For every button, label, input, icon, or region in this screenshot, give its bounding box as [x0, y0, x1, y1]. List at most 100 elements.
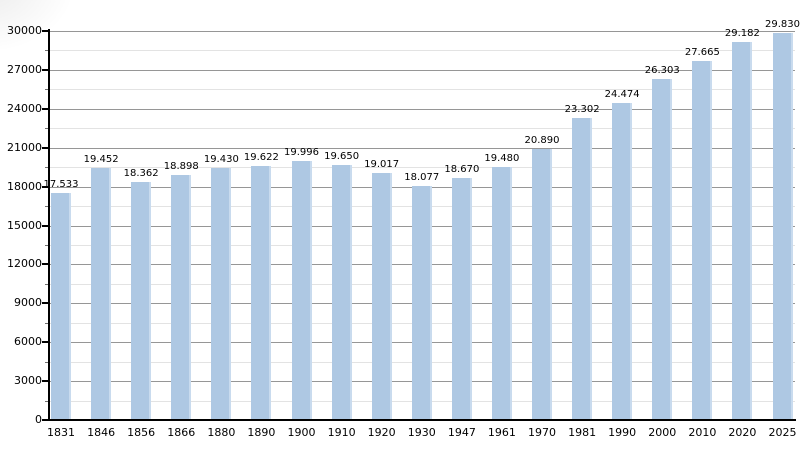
bar-value-label: 19.017 — [364, 159, 400, 171]
x-axis-label: 1856 — [127, 426, 156, 439]
gridline-minor — [50, 128, 795, 130]
x-axis-label: 1930 — [407, 426, 436, 439]
bar-value-label: 18.077 — [404, 171, 440, 183]
bar-value-label: 19.650 — [324, 151, 360, 163]
bar-value-label: 23.302 — [564, 103, 600, 115]
x-axis-label: 2010 — [688, 426, 717, 439]
y-axis-label: 9000 — [14, 296, 42, 310]
gridline-major — [50, 31, 795, 32]
bar-value-label: 19.480 — [484, 153, 520, 165]
bar-value-label: 18.670 — [444, 163, 480, 175]
y-tick-minor — [45, 244, 49, 246]
gridline-major — [50, 69, 795, 71]
y-axis-label: 12000 — [7, 257, 42, 271]
bar-value-label: 20.890 — [524, 135, 560, 147]
x-axis-label: 1981 — [568, 426, 597, 439]
y-tick-major — [42, 224, 49, 227]
bar-value-label: 27.665 — [684, 47, 720, 59]
bar-value-label: 29.182 — [724, 27, 760, 39]
y-axis-label: 21000 — [7, 140, 42, 154]
bar — [171, 174, 192, 420]
y-tick-major — [42, 146, 49, 149]
y-axis-label: 15000 — [7, 218, 42, 232]
bar — [51, 192, 71, 420]
x-axis-label: 1890 — [247, 426, 276, 439]
bar — [371, 173, 392, 420]
x-axis-label: 2025 — [768, 426, 797, 439]
x-axis-label: 1866 — [167, 426, 196, 439]
bar — [491, 167, 512, 420]
x-axis-label: 1880 — [207, 426, 236, 439]
bar-value-label: 24.474 — [604, 88, 640, 100]
y-tick-major — [42, 185, 49, 188]
y-tick-major — [42, 107, 49, 110]
y-tick-minor — [45, 283, 49, 285]
x-axis-label: 1920 — [367, 426, 396, 439]
y-axis-label: 18000 — [7, 179, 42, 193]
bar — [732, 41, 753, 420]
y-axis-label: 27000 — [7, 62, 42, 76]
bar-value-label: 26.303 — [644, 64, 680, 76]
x-axis-label: 1947 — [447, 426, 476, 439]
x-axis-label: 1961 — [487, 426, 516, 439]
gridline-minor — [50, 89, 795, 91]
y-tick-minor — [45, 361, 49, 363]
x-axis-line — [48, 419, 796, 421]
y-tick-major — [42, 302, 49, 305]
bar — [532, 149, 552, 420]
bar — [572, 117, 593, 420]
bar — [652, 78, 673, 420]
bar-value-label: 18.362 — [123, 167, 159, 179]
y-axis-label: 30000 — [7, 24, 42, 37]
y-tick-major — [42, 380, 49, 383]
bar — [291, 160, 312, 420]
x-axis-label: 2020 — [728, 426, 757, 439]
bar — [331, 165, 352, 420]
x-axis-label: 1831 — [47, 426, 75, 439]
y-axis-label: 3000 — [14, 374, 42, 388]
y-axis-label: 24000 — [7, 101, 42, 115]
y-tick-major — [42, 341, 49, 344]
y-tick-minor — [45, 50, 49, 52]
y-axis-label: 0 — [35, 413, 42, 426]
y-tick-major — [42, 30, 49, 32]
bar — [451, 177, 472, 420]
y-tick-major — [42, 68, 49, 71]
gridline-minor — [50, 167, 795, 169]
bar — [411, 185, 432, 420]
y-tick-minor — [45, 128, 49, 130]
x-axis-label: 1970 — [528, 426, 556, 439]
plot-area: 0 3000 6000 9000 12000 15000 18000 21000 24000 27… — [7, 19, 800, 438]
bar-value-label: 19.622 — [243, 151, 279, 163]
gridline-major — [50, 147, 795, 149]
y-tick-minor — [45, 89, 49, 91]
bar — [131, 181, 152, 420]
y-tick-major — [42, 419, 49, 421]
bar — [692, 61, 713, 420]
gridline-minor — [50, 50, 795, 52]
bar — [211, 168, 232, 420]
x-axis-label: 1910 — [327, 426, 356, 439]
gridline-major — [50, 108, 795, 110]
bar — [772, 33, 793, 420]
x-axis-label: 2000 — [648, 426, 677, 439]
bar-value-label: 19.430 — [203, 154, 239, 166]
bar-value-label: 19.996 — [284, 146, 319, 158]
x-axis-label: 1846 — [87, 426, 116, 439]
y-tick-major — [42, 263, 49, 266]
bar — [91, 167, 112, 420]
bar-value-label: 17.533 — [43, 178, 79, 190]
y-axis-label: 6000 — [14, 335, 42, 349]
y-tick-minor — [45, 400, 49, 402]
y-axis-line — [48, 29, 50, 421]
y-tick-minor — [45, 206, 49, 208]
bar-value-label: 29.830 — [765, 19, 800, 31]
x-axis-label: 1900 — [287, 426, 316, 439]
y-tick-minor — [45, 322, 49, 324]
x-axis-label: 1990 — [608, 426, 637, 439]
y-tick-minor — [45, 167, 49, 169]
bar-value-label: 19.452 — [83, 153, 119, 165]
bar-value-label: 18.898 — [163, 160, 199, 172]
bar — [612, 102, 633, 420]
